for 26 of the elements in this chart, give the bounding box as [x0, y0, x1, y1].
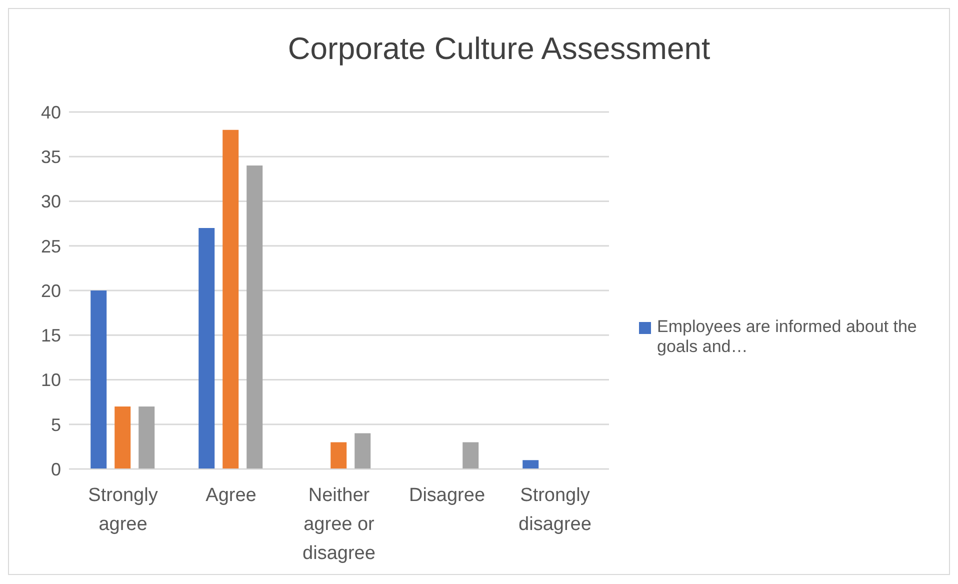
bar [114, 406, 131, 469]
y-tick-label: 40 [40, 102, 61, 122]
y-tick-label: 25 [40, 236, 61, 256]
bar [354, 433, 371, 469]
x-tick-label: Disagree [408, 485, 486, 506]
legend-label: Employees are informed about the goals and… [657, 316, 918, 356]
bar [198, 228, 215, 469]
bar [138, 406, 155, 469]
bar [522, 460, 539, 469]
bar [222, 130, 239, 469]
y-tick-label: 20 [40, 280, 61, 301]
x-tick-label: Strongly disagree [518, 485, 592, 535]
y-tick-label: 5 [50, 414, 61, 435]
x-tick-label: Neither agree or disagree [302, 485, 376, 564]
y-tick-label: 0 [50, 459, 61, 480]
chart-title: Corporate Culture Assessment [286, 31, 712, 67]
bar [330, 442, 347, 469]
x-tick-label: Strongly agree [88, 485, 158, 535]
y-tick-label: 10 [40, 370, 61, 390]
x-tick-label: Agree [206, 485, 256, 506]
y-tick-label: 30 [40, 192, 61, 212]
y-tick-label: 15 [40, 326, 61, 346]
bar [246, 166, 263, 469]
bar [462, 442, 479, 469]
bar [90, 290, 107, 469]
y-tick-label: 35 [40, 147, 61, 168]
